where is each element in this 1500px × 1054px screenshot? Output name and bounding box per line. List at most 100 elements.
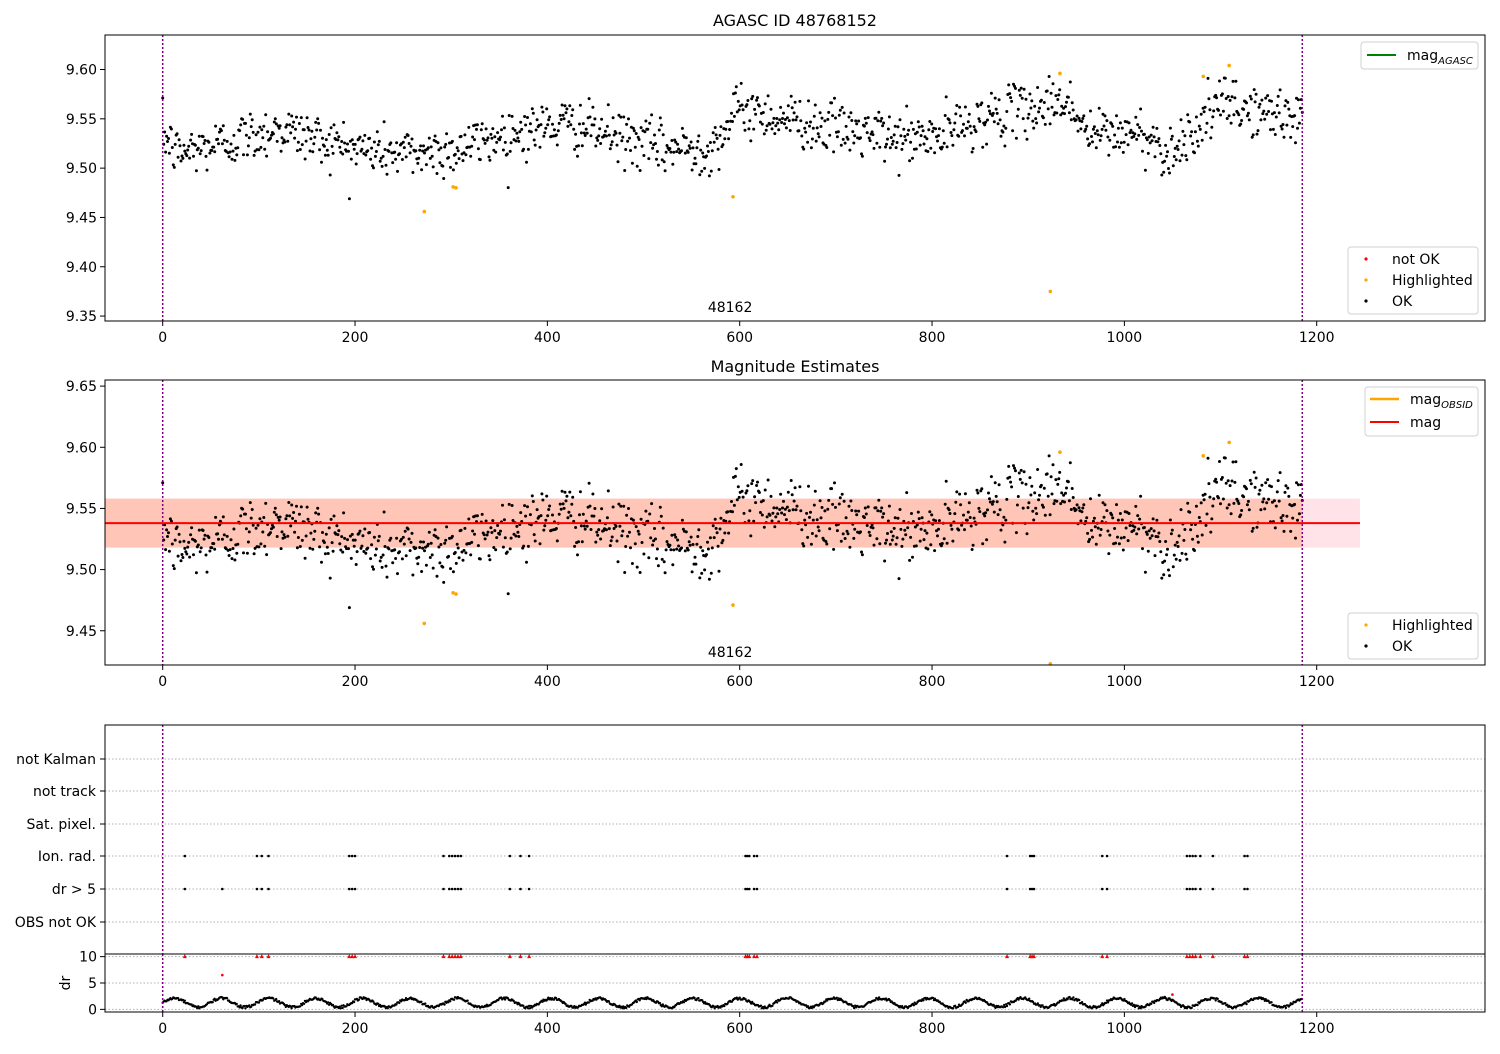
ok-point: [905, 491, 909, 495]
dr-point: [372, 1000, 375, 1003]
ok-point: [1090, 135, 1093, 138]
ok-point: [480, 122, 484, 126]
highlighted-point: [1201, 454, 1206, 458]
ok-point: [435, 574, 439, 578]
ok-point: [332, 123, 336, 127]
ok-point: [637, 138, 641, 141]
dr-point: [239, 1004, 242, 1007]
ok-point: [570, 502, 574, 506]
ok-point: [991, 500, 995, 504]
dr-point: [1178, 1003, 1182, 1007]
ok-point: [986, 508, 989, 512]
ok-point: [1126, 539, 1130, 543]
ok-point: [561, 502, 565, 506]
dr-point: [1267, 999, 1270, 1003]
ion-rad-flag-point: [1100, 854, 1104, 858]
ok-point: [859, 530, 862, 534]
dr-gt-5-flag-point: [744, 887, 747, 891]
dr-point: [1003, 1003, 1006, 1007]
ok-point: [760, 513, 764, 517]
ok-point: [616, 160, 620, 164]
ok-point: [322, 541, 326, 544]
ok-point: [562, 506, 566, 510]
y-tick-label: 9.50: [66, 563, 97, 579]
ok-point: [971, 543, 975, 547]
ok-point: [1033, 104, 1037, 108]
ok-point: [485, 533, 489, 537]
ok-point: [1077, 506, 1081, 510]
ok-point: [310, 129, 314, 133]
ok-point: [930, 122, 934, 126]
ok-point: [636, 529, 640, 533]
ok-point: [603, 129, 607, 133]
ok-point: [259, 145, 263, 149]
ok-point: [917, 517, 921, 521]
ok-point: [1032, 518, 1036, 522]
ok-point: [1071, 108, 1075, 112]
ok-point: [1275, 490, 1279, 494]
ok-point: [701, 549, 705, 553]
ok-point: [872, 146, 876, 150]
ok-point: [1065, 486, 1068, 490]
ok-point: [730, 500, 733, 503]
ok-point: [618, 131, 622, 135]
dr-point: [452, 998, 456, 1001]
ok-point: [416, 562, 420, 566]
ok-point: [977, 506, 981, 510]
dr-point: [352, 1000, 356, 1004]
ok-point: [1199, 112, 1203, 116]
ok-point: [1001, 130, 1005, 134]
magnitude-legend-obsid-label: magOBSID: [1410, 392, 1473, 411]
ok-point: [383, 148, 387, 151]
ok-point: [1059, 113, 1063, 117]
ok-point: [963, 105, 967, 109]
ok-point: [578, 490, 582, 494]
ok-point: [1074, 508, 1078, 512]
magnitude-panel-frame: [104, 379, 1486, 666]
dr-gt-5-flag-point: [748, 887, 751, 891]
ok-point: [753, 107, 757, 111]
ok-point: [852, 536, 856, 540]
ok-point: [1084, 127, 1088, 131]
ok-point: [830, 101, 834, 105]
ok-point: [959, 503, 963, 507]
ok-point: [1032, 126, 1036, 130]
ok-point: [292, 120, 296, 124]
ok-point: [221, 515, 225, 519]
ok-point: [610, 140, 614, 144]
ok-point: [501, 545, 505, 549]
ok-point: [1116, 126, 1120, 130]
ok-point: [606, 103, 610, 107]
ok-point: [911, 127, 915, 131]
ok-point: [275, 139, 279, 143]
highlighted-point: [454, 186, 458, 190]
ok-point: [862, 516, 866, 519]
ok-point: [418, 546, 422, 549]
ok-point: [802, 544, 806, 548]
ok-point: [880, 506, 884, 510]
ok-point: [1248, 478, 1252, 482]
ok-point: [962, 122, 965, 126]
ok-point: [967, 112, 971, 116]
ok-point: [208, 549, 212, 553]
ok-point: [592, 514, 596, 518]
ok-point: [313, 135, 317, 139]
ok-point: [1064, 491, 1067, 495]
ok-point: [944, 479, 948, 483]
dr-point: [554, 996, 558, 1000]
ok-point: [584, 519, 588, 523]
y-tick-label: 9.45: [66, 210, 97, 226]
ok-point: [470, 540, 474, 544]
ok-point: [809, 146, 813, 150]
ok-point: [693, 555, 697, 559]
ok-point: [619, 115, 623, 119]
ok-point: [459, 528, 463, 532]
ok-point: [467, 517, 471, 521]
ion-rad-flag-point: [1032, 854, 1036, 858]
ok-point: [325, 148, 329, 152]
ok-point: [378, 159, 382, 163]
ok-point: [624, 545, 628, 548]
ok-point: [578, 122, 581, 126]
ok-point: [799, 119, 803, 123]
ok-point: [509, 141, 513, 145]
